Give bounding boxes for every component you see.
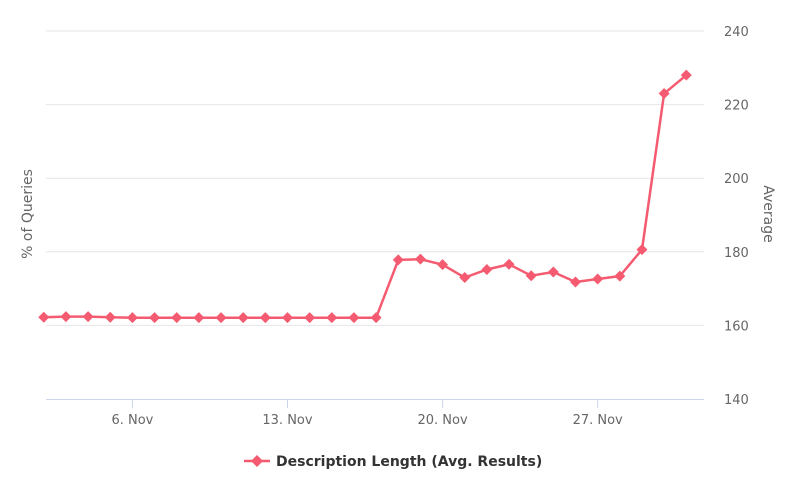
data-point-marker[interactable]	[149, 312, 161, 324]
data-point-marker[interactable]	[304, 312, 316, 324]
right-axis-title: Average	[760, 185, 776, 243]
data-point-marker[interactable]	[459, 272, 471, 284]
gridlines	[46, 30, 704, 326]
series-line	[43, 74, 688, 319]
data-point-marker[interactable]	[348, 312, 360, 324]
x-tick-label: 27. Nov	[573, 413, 623, 428]
data-point-marker[interactable]	[259, 312, 271, 324]
data-point-marker[interactable]	[437, 259, 449, 271]
y-tick-label: 160	[724, 319, 749, 334]
left-axis-title: % of Queries	[20, 169, 36, 259]
data-point-marker[interactable]	[237, 312, 249, 324]
data-point-marker[interactable]	[481, 263, 493, 275]
series-markers	[38, 69, 692, 324]
data-point-marker[interactable]	[547, 266, 559, 278]
y-tick-label: 180	[724, 246, 749, 261]
data-point-marker[interactable]	[636, 244, 648, 256]
legend[interactable]: Description Length (Avg. Results)	[244, 454, 542, 470]
data-point-marker[interactable]	[680, 69, 692, 81]
legend-diamond-icon	[251, 455, 263, 467]
data-point-marker[interactable]	[82, 311, 94, 323]
y-axis-ticks: 140 160 180 200 220 240	[724, 25, 749, 408]
x-tick-label: 13. Nov	[262, 413, 312, 428]
data-point-marker[interactable]	[281, 312, 293, 324]
data-point-marker[interactable]	[414, 253, 426, 265]
data-point-marker[interactable]	[525, 270, 537, 282]
data-point-marker[interactable]	[658, 88, 670, 100]
data-point-marker[interactable]	[38, 311, 50, 323]
data-point-marker[interactable]	[614, 270, 626, 282]
data-point-marker[interactable]	[215, 312, 227, 324]
data-point-marker[interactable]	[60, 311, 72, 323]
data-point-marker[interactable]	[326, 312, 338, 324]
data-point-marker[interactable]	[193, 312, 205, 324]
data-point-marker[interactable]	[570, 276, 582, 288]
data-point-marker[interactable]	[104, 311, 116, 323]
data-point-marker[interactable]	[370, 312, 382, 324]
data-point-marker[interactable]	[171, 312, 183, 324]
data-point-marker[interactable]	[503, 258, 515, 270]
x-axis-ticks: 6. Nov 13. Nov 20. Nov 27. Nov	[111, 399, 623, 428]
x-tick-label: 20. Nov	[417, 413, 467, 428]
legend-label: Description Length (Avg. Results)	[276, 454, 542, 470]
y-tick-label: 200	[724, 172, 749, 187]
y-tick-label: 140	[724, 393, 749, 408]
data-point-marker[interactable]	[126, 312, 138, 324]
data-point-marker[interactable]	[592, 273, 604, 285]
x-tick-label: 6. Nov	[111, 413, 153, 428]
data-point-marker[interactable]	[392, 254, 404, 266]
y-tick-label: 240	[724, 25, 749, 40]
y-tick-label: 220	[724, 99, 749, 114]
